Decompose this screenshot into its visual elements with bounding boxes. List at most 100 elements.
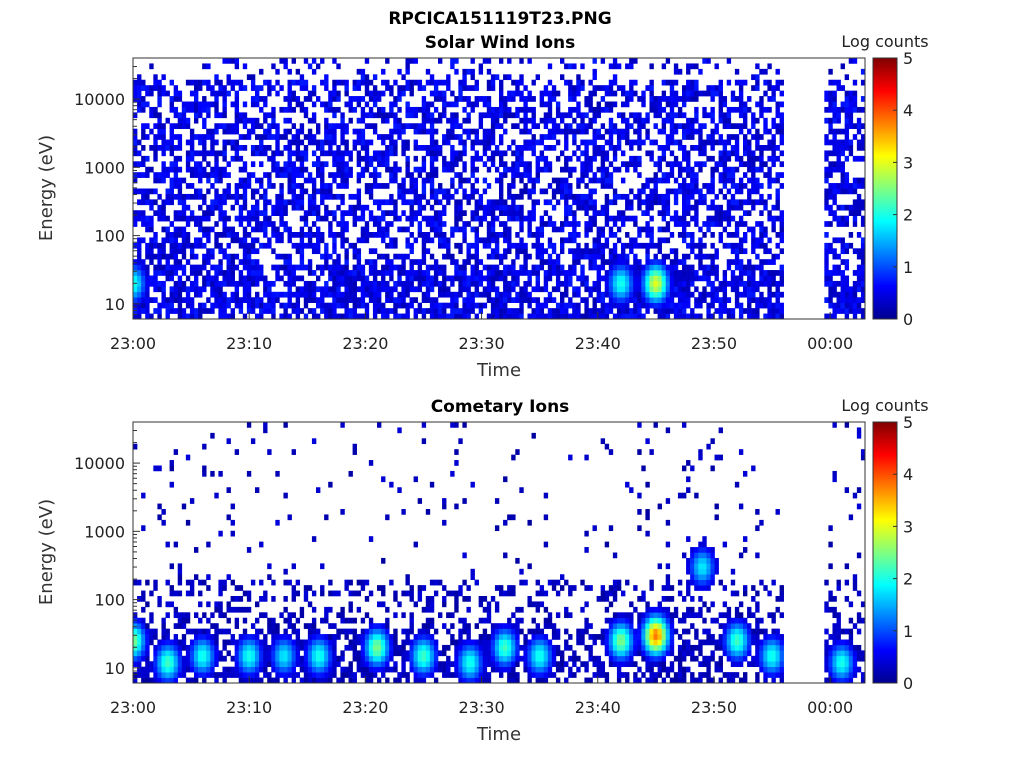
heatmap-cell [405,275,410,282]
heatmap-cell [490,85,496,91]
heatmap-cell [218,204,223,211]
heatmap-cell [710,259,715,265]
heatmap-cell [490,134,496,140]
heatmap-cell [202,644,207,651]
heatmap-cell [364,145,370,151]
heatmap-cell [612,286,618,293]
heatmap-cell [499,112,504,119]
heatmap-cell [572,106,577,113]
heatmap-cell [149,226,154,233]
heatmap-cell [421,123,427,129]
heatmap-cell [669,188,675,195]
heatmap-cell [433,199,439,206]
heatmap-cell [287,150,292,157]
heatmap-cell [425,68,431,75]
heatmap-cell [161,204,166,211]
heatmap-cell [686,128,691,135]
heatmap-cell [694,145,699,151]
heatmap-cell [466,308,471,314]
heatmap-cell [730,96,736,102]
heatmap-cell [539,226,545,233]
heatmap-cell [307,259,313,265]
heatmap-cell [250,161,256,168]
heatmap-cell [133,623,138,629]
heatmap-cell [824,150,829,157]
heatmap-cell [133,634,138,640]
heatmap-cell [474,286,479,293]
heatmap-cell [840,145,845,151]
heatmap-cell [470,226,475,233]
heatmap-cell [718,117,723,124]
heatmap-cell [222,85,227,91]
heatmap-cell [157,117,162,124]
heatmap-cell [470,308,475,314]
heatmap-cell [722,275,728,282]
heatmap-cell [616,128,622,135]
heatmap-cell [181,623,187,629]
heatmap-cell [141,264,146,271]
heatmap-cell [621,313,626,320]
heatmap-cell [539,90,545,97]
heatmap-cell [169,601,174,608]
heatmap-cell [747,96,752,102]
heatmap-cell [852,134,858,140]
heatmap-cell [852,96,858,102]
heatmap-cell [344,172,349,178]
heatmap-cell [145,199,150,206]
heatmap-cell [381,155,386,162]
heatmap-cell [368,232,374,238]
heatmap-cell [734,291,740,298]
heatmap-cell [173,286,179,293]
heatmap-cell [287,183,292,189]
heatmap-cell [564,193,569,200]
heatmap-cell [320,161,325,168]
heatmap-cell [303,286,309,293]
heatmap-cell [283,253,288,260]
heatmap-cell [665,275,671,282]
heatmap-cell [271,112,276,119]
heatmap-cell [368,123,374,129]
heatmap-cell [555,90,561,97]
heatmap-cell [287,177,292,184]
heatmap-cell [393,96,398,102]
heatmap-cell [669,172,675,178]
heatmap-cell [767,275,772,282]
heatmap-cell [519,215,524,222]
heatmap-cell [169,264,174,271]
heatmap-cell [527,106,532,113]
heatmap-cell [450,155,455,162]
heatmap-cell [250,308,256,314]
y-tick-label: 10000 [74,90,125,109]
heatmap-cell [157,596,162,602]
heatmap-cell [694,210,699,216]
heatmap-cell [637,193,642,200]
heatmap-cell [832,199,837,206]
heatmap-cell [161,617,166,624]
heatmap-cell [360,264,366,271]
heatmap-cell [336,166,341,173]
heatmap-cell [149,248,154,255]
heatmap-cell [442,275,447,282]
heatmap-cell [767,96,772,102]
heatmap-cell [250,123,256,129]
heatmap-cell [486,237,492,244]
heatmap-cell [722,139,728,146]
heatmap-cell [503,232,508,238]
heatmap-cell [255,275,260,282]
heatmap-cell [515,308,520,314]
heatmap-cell [169,96,174,102]
heatmap-cell [259,106,264,113]
heatmap-cell [686,172,691,178]
heatmap-cell [291,188,296,195]
heatmap-cell [177,639,183,646]
heatmap-cell [133,579,138,586]
heatmap-cell [564,183,569,189]
heatmap-cell [234,264,240,271]
heatmap-cell [856,210,862,216]
heatmap-cell [287,101,292,108]
heatmap-cell [153,172,158,178]
heatmap-cell [682,253,687,260]
heatmap-cell [255,204,260,211]
heatmap-cell [564,221,569,227]
heatmap-cell [405,166,410,173]
